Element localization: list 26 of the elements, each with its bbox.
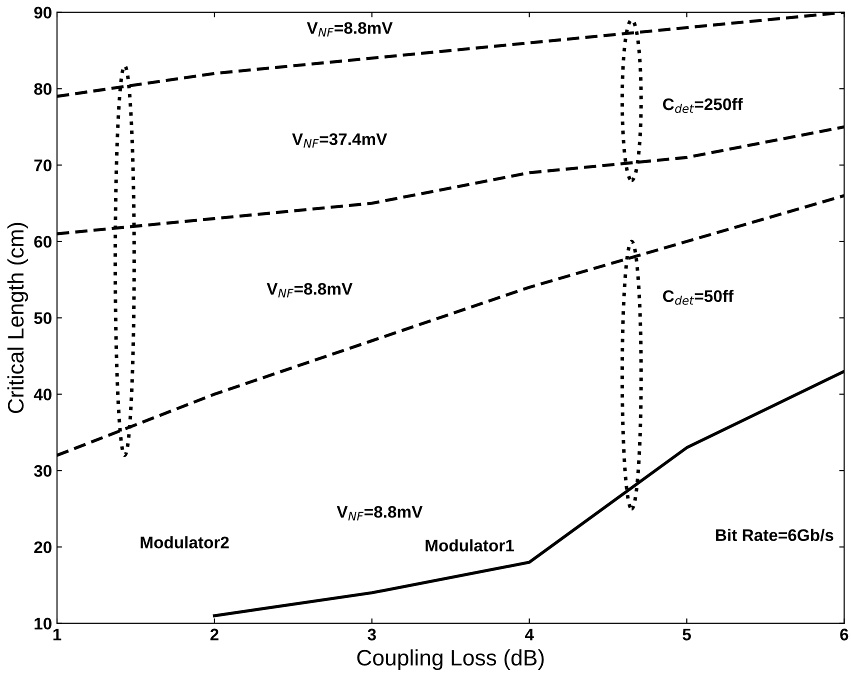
x-tick-label: 4: [524, 628, 534, 640]
y-tick-label: 10: [34, 618, 52, 630]
y-tick-label: 40: [34, 388, 52, 400]
annotation: Modulator1: [426, 539, 514, 552]
x-tick-label: 6: [840, 628, 848, 640]
annotation: V$_{NF}$=8.8mV: [336, 506, 423, 520]
y-tick-label: 60: [34, 236, 52, 248]
annotation: C$_{det}$=50ff: [663, 290, 734, 305]
x-tick-label: 1: [53, 628, 62, 640]
y-tick-label: 30: [34, 464, 52, 477]
annotation: V$_{NF}$=8.8mV: [306, 22, 393, 36]
y-tick-label: 50: [34, 312, 52, 324]
y-tick-label: 80: [34, 83, 52, 95]
y-tick-label: 20: [34, 541, 52, 554]
y-tick-label: 70: [34, 159, 52, 172]
y-axis-title: Critical Length (cm): [7, 222, 28, 414]
annotation: C$_{det}$=250ff: [663, 98, 743, 113]
x-tick-label: 3: [368, 628, 376, 640]
annotation: V$_{NF}$=37.4mV: [292, 133, 388, 148]
x-tick-label: 5: [682, 628, 691, 640]
x-axis-title: Coupling Loss (dB): [357, 649, 544, 670]
y-tick-label: 90: [34, 6, 52, 19]
annotation: Bit Rate=6Gb/s: [716, 528, 834, 542]
annotation: Modulator2: [140, 536, 229, 548]
annotation: V$_{NF}$=8.8mV: [266, 282, 353, 298]
x-tick-label: 2: [210, 628, 218, 640]
